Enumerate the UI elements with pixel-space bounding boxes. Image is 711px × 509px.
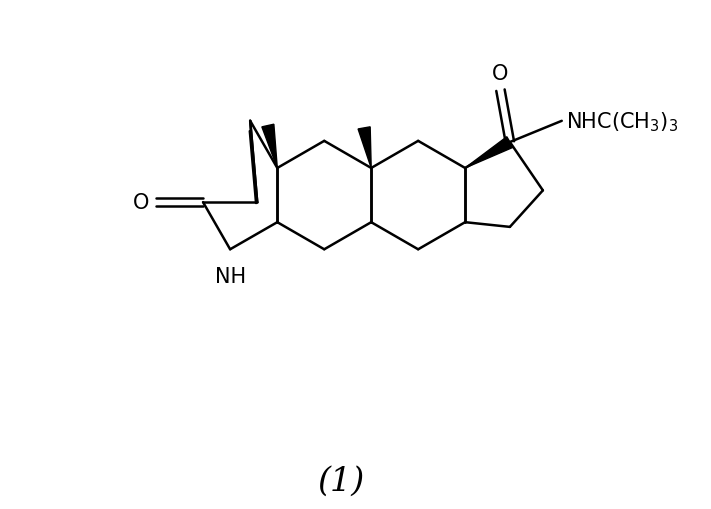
Text: O: O bbox=[492, 64, 508, 84]
Text: NH: NH bbox=[215, 266, 246, 286]
Polygon shape bbox=[465, 137, 513, 168]
Text: NHC(CH$_3$)$_3$: NHC(CH$_3$)$_3$ bbox=[567, 110, 678, 133]
Text: O: O bbox=[132, 193, 149, 213]
Polygon shape bbox=[262, 125, 277, 168]
Text: (1): (1) bbox=[317, 464, 364, 496]
Polygon shape bbox=[358, 128, 371, 168]
